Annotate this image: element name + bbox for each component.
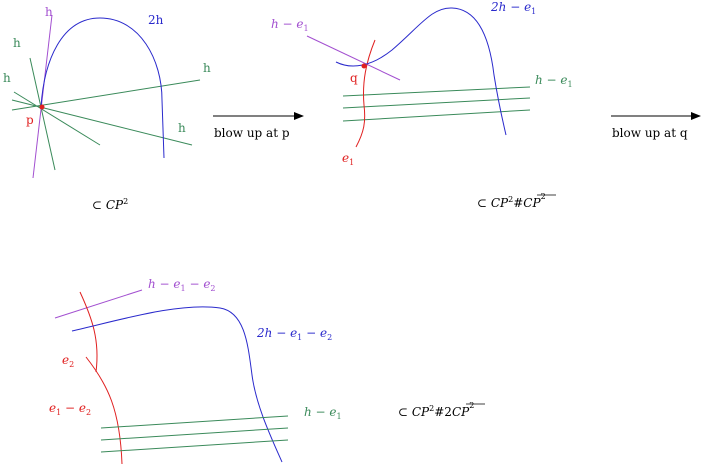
green-line-p3-1 (100, 415, 289, 429)
red-curve-e2 (79, 291, 98, 373)
green-line-p3-2 (100, 427, 289, 441)
arrow-blow-up-p: blow up at p (213, 112, 304, 140)
purple-line-h-e1 (306, 35, 401, 81)
point-p (39, 104, 45, 110)
blue-curve-2h-e1 (335, 7, 507, 136)
label-e2: e2 (62, 353, 74, 369)
panel-cp2: h 2h h h h h p ⊂ CP2 (3, 5, 211, 212)
caption-cp2-blowup-1: ⊂ CP2#CP2 (477, 192, 546, 210)
green-line-p2-1 (342, 86, 531, 97)
green-line-p3-3 (100, 439, 289, 453)
label-q: q (350, 71, 358, 85)
arrow-blow-up-q: blow up at q (611, 112, 701, 140)
purple-line (32, 14, 53, 179)
green-line-p2-3 (342, 109, 531, 122)
label-e1: e1 (342, 151, 354, 167)
label-h-e1-green-p3: h − e1 (304, 405, 342, 421)
point-q (361, 63, 367, 69)
label-h-green-d: h (178, 121, 186, 135)
blue-curve-2h-e1-e2 (71, 306, 283, 463)
label-2h-e1-e2: 2h − e1 − e2 (256, 326, 332, 342)
label-2h-e1: 2h − e1 (490, 0, 536, 16)
red-curve-e1 (355, 39, 376, 148)
caption-cp2: ⊂ CP2 (92, 197, 128, 212)
red-curve-e1-e2 (85, 356, 123, 464)
label-h-green-b: h (3, 71, 11, 85)
label-h-green-a: h (13, 36, 21, 50)
purple-line-h-e1-e2 (54, 289, 143, 319)
green-line-p2-2 (342, 97, 531, 109)
green-line-1 (29, 57, 56, 171)
panel-cp2-blowup-1: h − e1 2h − e1 h − e1 q e1 ⊂ CP2#CP2 (271, 0, 573, 210)
caption-cp2-blowup-2: ⊂ CP2#2CP2 (398, 401, 474, 419)
arrow-2-label: blow up at q (612, 126, 688, 140)
green-line-2 (13, 91, 101, 146)
label-h-e1-e2: h − e1 − e2 (148, 277, 216, 293)
label-p: p (26, 113, 34, 127)
arrow-1-label: blow up at p (214, 126, 290, 140)
label-h-e1-purple: h − e1 (271, 17, 309, 33)
label-h-purple: h (45, 5, 53, 19)
label-h-e1-green: h − e1 (535, 73, 573, 89)
label-h-green-c: h (203, 61, 211, 75)
panel-cp2-blowup-2: h − e1 − e2 2h − e1 − e2 e2 e1 − e2 h − … (49, 277, 485, 464)
label-e1-e2: e1 − e2 (49, 401, 91, 417)
label-2h: 2h (148, 13, 164, 27)
blue-curve-2h (40, 17, 165, 159)
